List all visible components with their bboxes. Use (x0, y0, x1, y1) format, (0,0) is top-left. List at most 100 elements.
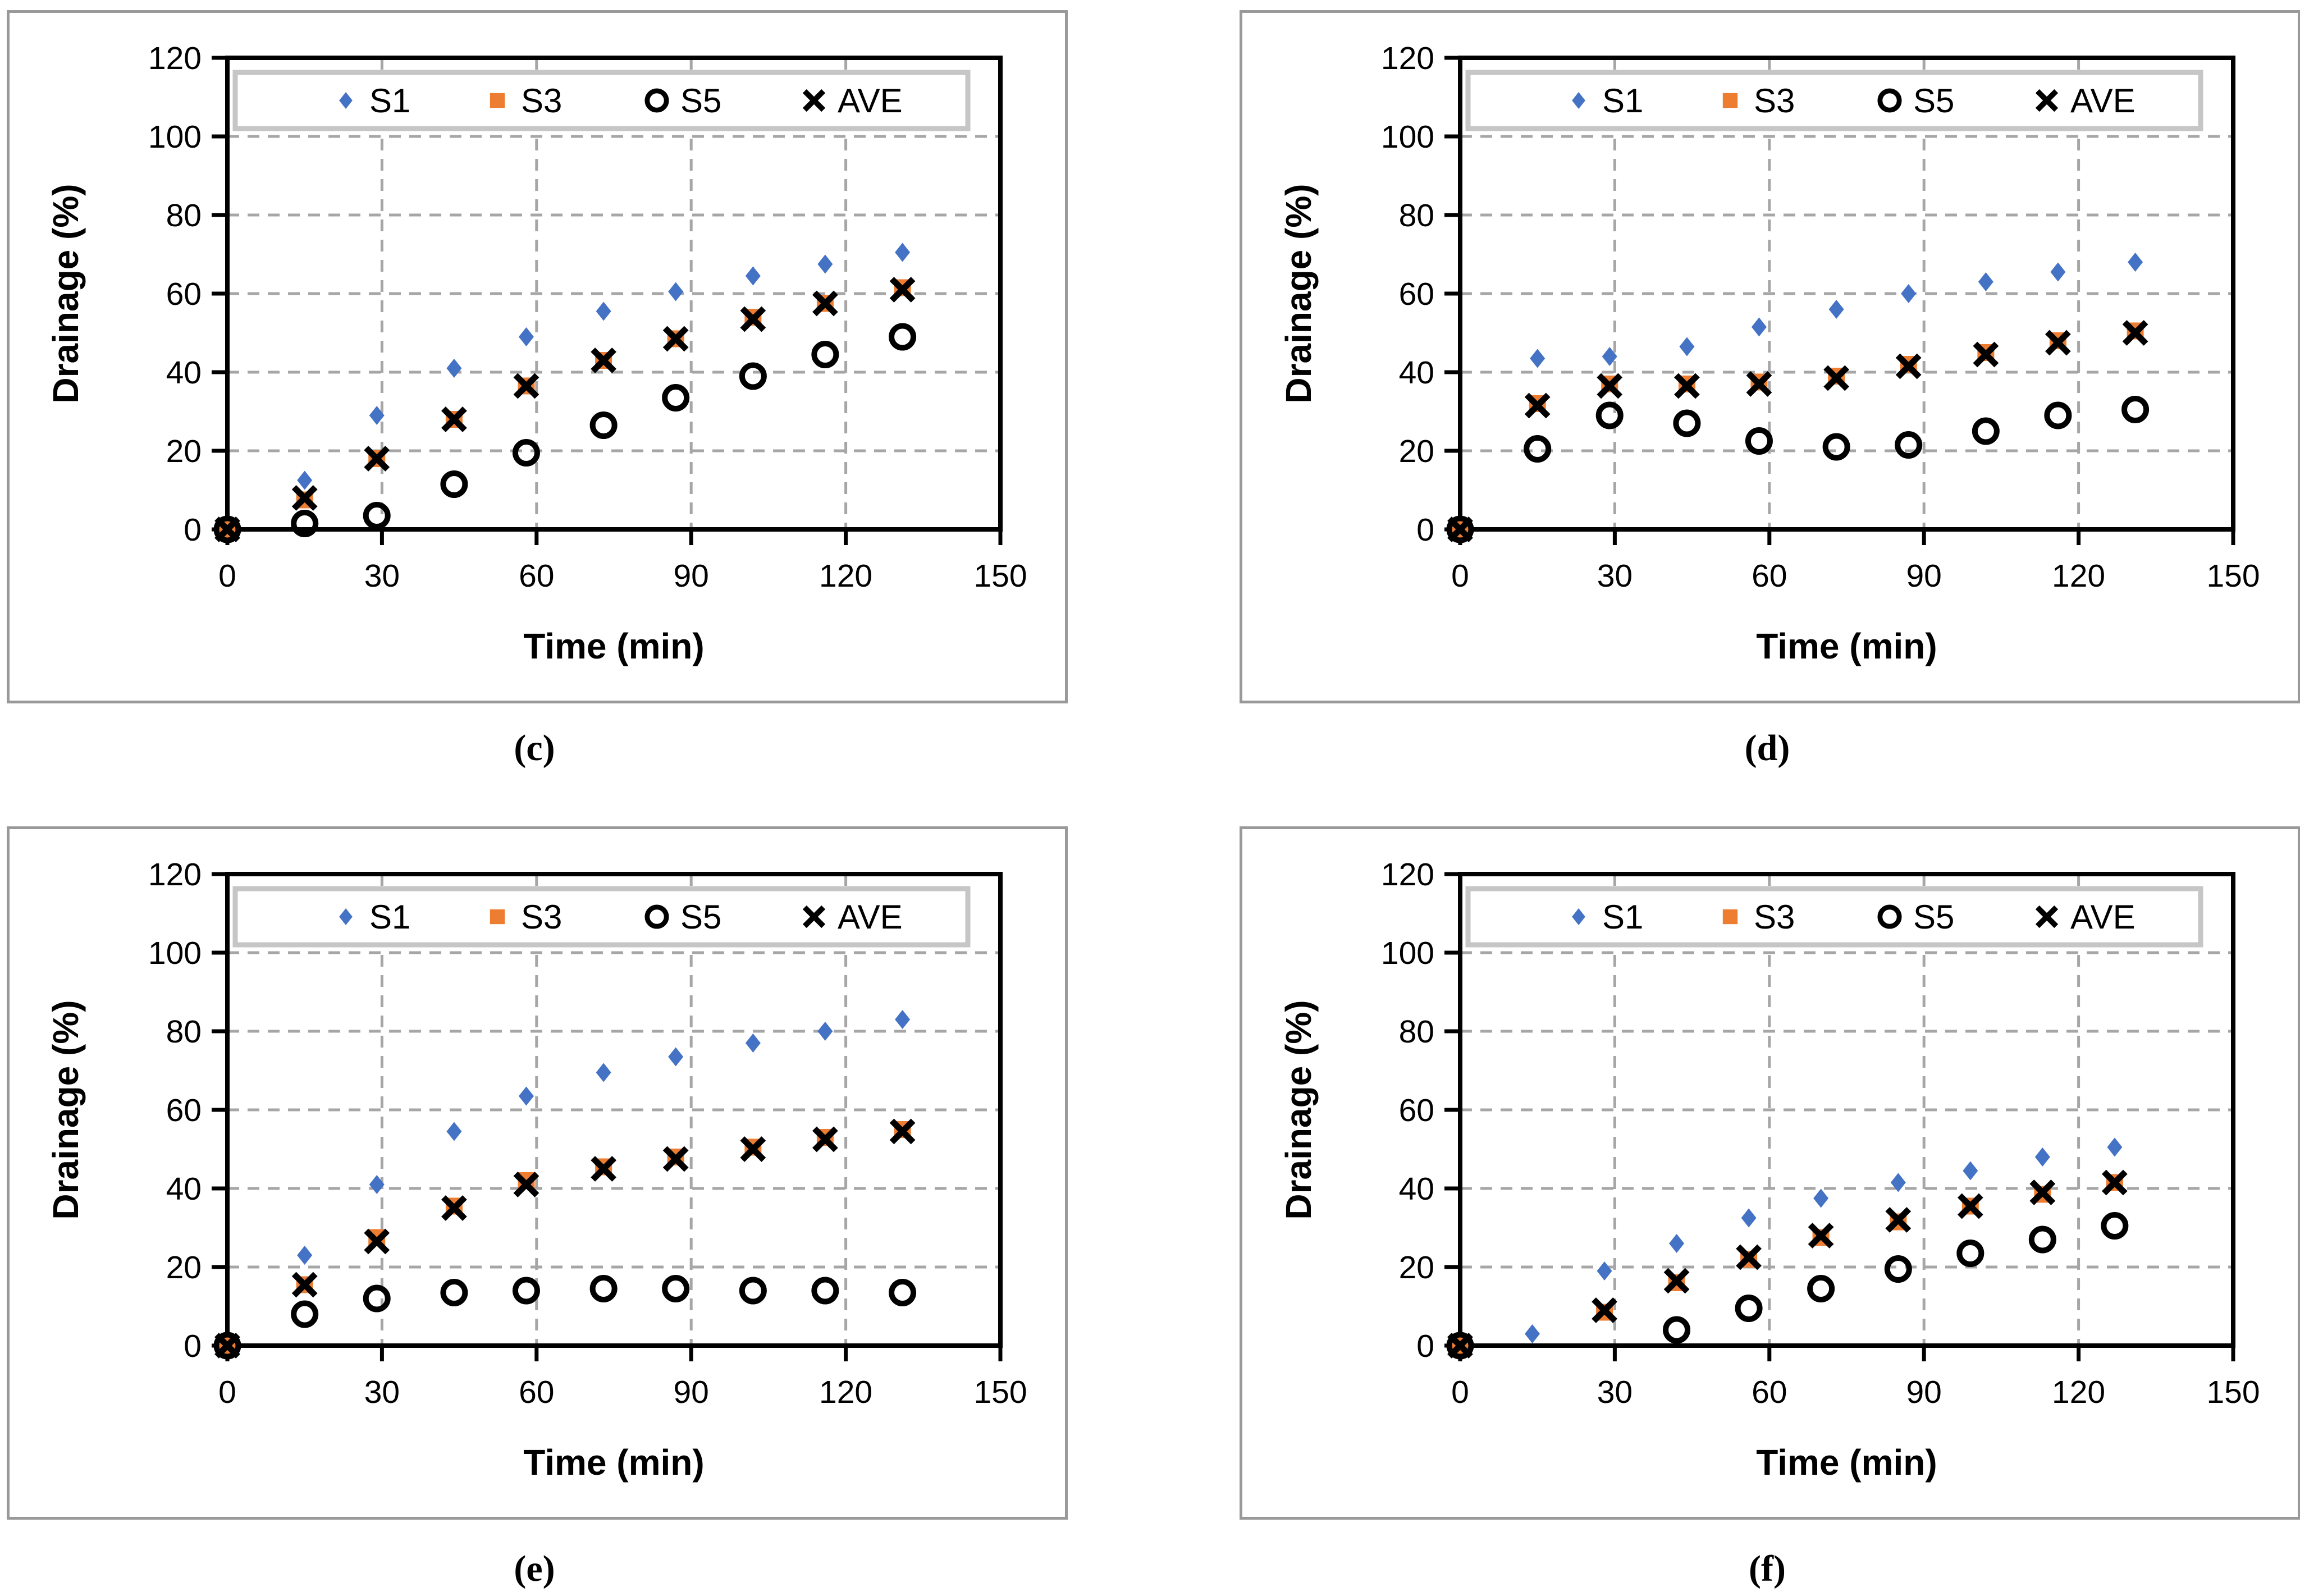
point-x-icon (1885, 1207, 1912, 1233)
legend-diamond-icon (1572, 908, 1585, 925)
point-circle-open-icon (1595, 401, 1624, 429)
series-S1 (220, 243, 911, 539)
point-diamond-icon (1890, 1173, 1906, 1192)
legend-square-icon (1722, 909, 1738, 925)
series-S5 (213, 323, 917, 543)
y-tick-label: 100 (1381, 935, 1434, 971)
point-circle-open-icon (889, 323, 917, 351)
point-circle-open-icon (1446, 1332, 1474, 1360)
axes: 0 30 60 90 120 150 0 20 40 60 80 100 120 (148, 857, 1027, 1410)
chart-panel-f: 0 30 60 90 120 150 0 20 40 60 80 100 120 Time (min) Dr… (1240, 826, 2300, 1520)
series-AVE (214, 277, 916, 542)
point-diamond-icon (1741, 1208, 1757, 1228)
series-S5 (1446, 1212, 2129, 1360)
point-circle-open-icon (363, 502, 391, 529)
x-axis-title: Time (min) (523, 626, 704, 666)
point-circle-open-icon (1884, 1255, 1912, 1283)
legend: S1 S3 S5 AVE (1465, 886, 2203, 948)
x-tick-label: 120 (2052, 1374, 2105, 1410)
y-tick-label: 60 (166, 1092, 202, 1128)
x-axis-title: Time (min) (1756, 1442, 1937, 1483)
legend: S1 S3 S5 AVE (232, 886, 971, 948)
legend-circle-open-icon (644, 88, 669, 113)
x-tick-label: 120 (819, 1374, 872, 1410)
x-tick-label: 90 (673, 1374, 708, 1410)
legend-label-AVE: AVE (838, 82, 903, 120)
point-circle-open-icon (1673, 409, 1701, 437)
y-tick-label: 100 (1381, 119, 1434, 155)
point-diamond-icon (446, 1122, 462, 1141)
legend-box (1465, 886, 2203, 948)
x-axis-title: Time (min) (1756, 626, 1937, 666)
point-circle-open-icon (2044, 401, 2072, 429)
legend-circle-open-icon (1877, 88, 1902, 113)
point-diamond-icon (518, 327, 534, 346)
point-diamond-icon (2034, 1147, 2050, 1167)
legend-label-S3: S3 (1754, 82, 1795, 120)
legend-label-S3: S3 (521, 82, 562, 120)
legend-label-S1: S1 (1602, 898, 1643, 936)
point-diamond-icon (668, 1047, 684, 1067)
x-tick-label: 90 (1906, 1374, 1941, 1410)
point-circle-open-icon (512, 439, 540, 467)
x-tick-label: 120 (819, 558, 872, 594)
point-circle-open-icon (1524, 435, 1552, 463)
point-x-icon (662, 326, 689, 352)
y-tick-label: 40 (166, 355, 202, 391)
point-x-icon (1674, 373, 1700, 399)
point-x-icon (364, 1228, 390, 1255)
point-x-icon (1447, 516, 1473, 542)
y-tick-label: 120 (148, 857, 202, 893)
point-diamond-icon (1751, 317, 1767, 337)
series-S1 (1452, 1137, 2123, 1355)
point-circle-open-icon (2121, 396, 2150, 423)
point-diamond-icon (668, 282, 684, 301)
x-tick-label: 60 (1752, 1374, 1787, 1410)
x-tick-label: 150 (2206, 558, 2260, 594)
point-diamond-icon (2128, 253, 2143, 272)
series-AVE (1447, 1169, 2128, 1359)
series-S5 (213, 1275, 917, 1360)
point-x-icon (1808, 1223, 1834, 1249)
x-tick-label: 150 (2206, 1374, 2260, 1410)
scatter-chart-c: 0 30 60 90 120 150 0 20 40 60 80 100 120 Time (min) Dr… (45, 40, 1027, 666)
point-circle-open-icon (1956, 1240, 1985, 1267)
point-circle-open-icon (889, 1279, 917, 1306)
legend-circle-open-icon (1877, 904, 1902, 929)
series-S3 (1452, 1174, 2123, 1354)
y-axis-title: Drainage (%) (45, 184, 86, 403)
point-x-icon (2101, 1169, 2128, 1196)
point-diamond-icon (1679, 337, 1695, 356)
gridlines (227, 874, 1000, 1346)
x-axis-title: Time (min) (523, 1442, 704, 1483)
axes: 0 30 60 90 120 150 0 20 40 60 80 100 120 (148, 40, 1027, 594)
chart-panel-e: 0 30 60 90 120 150 0 20 40 60 80 100 120 Time (min) Dr… (7, 826, 1068, 1520)
x-tick-label: 60 (1752, 558, 1787, 594)
point-circle-open-icon (811, 1277, 839, 1305)
point-circle-open-icon (1446, 515, 1474, 543)
x-tick-label: 60 (519, 558, 554, 594)
gridlines (1460, 58, 2233, 529)
point-x-icon (513, 1172, 539, 1197)
y-tick-label: 0 (1416, 1328, 1434, 1364)
point-circle-open-icon (1807, 1275, 1835, 1302)
point-circle-open-icon (363, 1284, 391, 1313)
y-tick-label: 80 (166, 198, 202, 234)
y-tick-label: 40 (1399, 355, 1434, 391)
legend-box (232, 70, 971, 131)
gridlines (1460, 874, 2233, 1346)
legend-label-S3: S3 (1754, 898, 1795, 936)
point-diamond-icon (1530, 349, 1545, 368)
point-x-icon (1592, 1297, 1617, 1323)
point-diamond-icon (297, 1246, 313, 1265)
y-tick-label: 100 (148, 935, 202, 971)
y-tick-label: 120 (148, 40, 202, 76)
point-x-icon (1597, 373, 1623, 399)
point-x-icon (291, 485, 318, 511)
point-circle-open-icon (1822, 433, 1850, 461)
point-diamond-icon (895, 243, 911, 262)
legend-diamond-icon (339, 908, 353, 925)
point-diamond-icon (1525, 1324, 1540, 1343)
x-tick-label: 150 (973, 1374, 1027, 1410)
legend-square-icon (490, 93, 505, 108)
